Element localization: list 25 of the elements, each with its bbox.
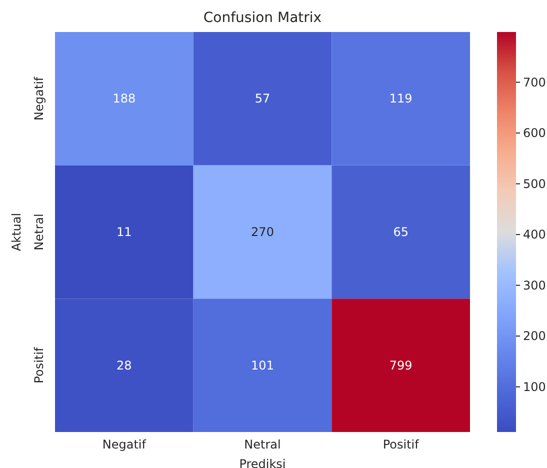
- data-label: 65: [393, 225, 408, 239]
- data-label: 101: [251, 358, 274, 372]
- data-label: 799: [389, 358, 412, 372]
- x-tick-label: Negatif: [102, 438, 147, 452]
- data-label: 11: [116, 225, 132, 239]
- color-bar-label: 300: [523, 278, 546, 292]
- color-bar-label: 100: [523, 380, 546, 394]
- data-label: 270: [251, 225, 274, 239]
- y-axis-title: Aktual: [9, 212, 24, 252]
- data-label: 57: [254, 92, 270, 106]
- y-tick-label: Netral: [32, 214, 46, 250]
- x-axis-title: Prediksi: [239, 457, 286, 468]
- data-label: 28: [116, 358, 132, 372]
- y-tick-label: Negatif: [32, 76, 46, 120]
- data-label: 188: [112, 92, 136, 106]
- data-label: 119: [389, 92, 412, 106]
- x-tick-label: Positif: [382, 438, 420, 452]
- color-bar-label: 700: [523, 75, 546, 90]
- x-tick-label: Netral: [244, 438, 281, 452]
- color-bar-label: 200: [523, 329, 546, 344]
- color-bar-label: 600: [523, 126, 546, 140]
- color-bar-label: 400: [523, 228, 546, 242]
- color-bar-label: 500: [523, 176, 546, 191]
- chart-title: Confusion Matrix: [202, 10, 323, 26]
- y-tick-label: Positif: [32, 346, 46, 384]
